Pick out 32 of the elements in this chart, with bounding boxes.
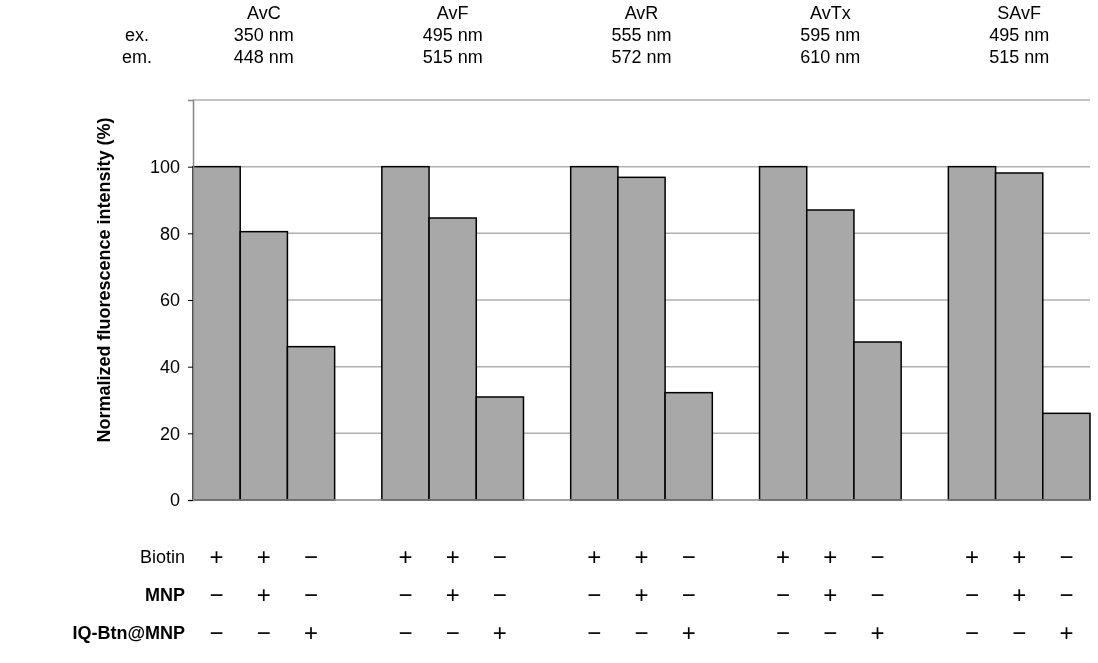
x-tick-label: + + − [1012, 543, 1027, 646]
x-tick-label: + − − [209, 543, 224, 646]
y-tick-label: 0 [169, 490, 180, 511]
y-axis-title: Normalized fluorescence intensity (%) [94, 117, 114, 443]
text: AvC 350 nm 448 nm [233, 3, 294, 67]
text: Biotin [139, 547, 185, 567]
x-tick-label: + − − [776, 543, 791, 646]
text: AvF 495 nm 515 nm [422, 3, 483, 67]
x-tick-label: + + − [634, 543, 649, 646]
x-tick-label: + − − [587, 543, 602, 646]
x-tick-label: − − + [681, 543, 696, 646]
x-tick-label: + + − [445, 543, 460, 646]
x-tick-label: − − + [492, 543, 507, 646]
y-tick-label: 100 [149, 156, 180, 177]
x-tick-label: − − + [870, 543, 885, 646]
y-tick-label: 20 [159, 423, 180, 444]
x-tick-label: + + − [823, 543, 838, 646]
x-tick-label: + + − [256, 543, 271, 646]
text: SAvF 495 nm 515 nm [989, 3, 1050, 67]
text: em. [121, 47, 153, 67]
x-tick-label: − − + [304, 543, 319, 646]
text: IQ-Btn@MNP [72, 623, 185, 643]
text: MNP [145, 585, 185, 605]
y-tick-label: 80 [159, 223, 180, 244]
text: ex. [124, 25, 150, 45]
y-tick-label: 60 [159, 290, 180, 311]
text: AvR 555 nm 572 nm [611, 3, 672, 67]
x-tick-label: + − − [398, 543, 413, 646]
x-tick-label: − − + [1059, 543, 1074, 646]
x-tick-label: + − − [964, 543, 979, 646]
y-tick-label: 40 [159, 356, 180, 377]
text: AvTx 595 nm 610 nm [800, 3, 861, 67]
